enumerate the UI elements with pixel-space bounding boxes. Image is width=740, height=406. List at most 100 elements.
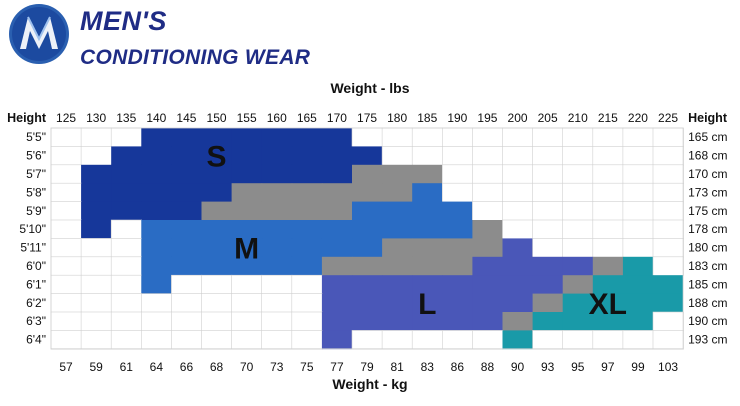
- size-cell: [321, 293, 353, 313]
- kg-tick-label: 93: [541, 360, 555, 372]
- empty-cell: [592, 164, 624, 184]
- empty-cell: [532, 164, 564, 184]
- empty-cell: [291, 311, 323, 332]
- lbs-tick-label: 160: [267, 111, 287, 125]
- size-cell: [382, 256, 413, 276]
- empty-cell: [80, 330, 112, 350]
- size-cell: [321, 256, 353, 276]
- kg-tick-label: 81: [390, 360, 404, 372]
- size-cell: [141, 256, 172, 276]
- empty-cell: [502, 164, 534, 184]
- size-cell: [502, 293, 533, 313]
- size-cell: [653, 275, 684, 294]
- size-cell: [261, 238, 293, 258]
- empty-cell: [231, 311, 263, 332]
- height-ft-label: 5'9": [26, 204, 46, 218]
- size-cell: [171, 256, 202, 276]
- empty-cell: [381, 127, 413, 148]
- empty-cell: [592, 146, 624, 166]
- size-cell: [472, 256, 503, 276]
- empty-cell: [652, 238, 684, 258]
- empty-cell: [351, 330, 383, 350]
- size-cell: [442, 238, 473, 258]
- size-cell: [261, 201, 293, 221]
- size-cell: [141, 128, 172, 147]
- size-zone-label-m: M: [234, 233, 259, 266]
- size-cell: [231, 256, 263, 276]
- height-ft-label: 5'8": [26, 185, 46, 199]
- kg-tick-label: 57: [59, 360, 73, 372]
- empty-cell: [532, 219, 564, 240]
- empty-cell: [472, 164, 504, 184]
- lbs-tick-label: 225: [658, 111, 678, 125]
- size-cell: [231, 201, 263, 221]
- lbs-tick-label: 145: [176, 111, 196, 125]
- size-cell: [261, 164, 293, 184]
- size-cell: [502, 312, 533, 331]
- height-ft-label: 5'7": [26, 167, 46, 181]
- empty-cell: [80, 256, 112, 276]
- size-cell: [111, 164, 142, 184]
- size-cell: [111, 183, 142, 202]
- size-cell: [141, 220, 172, 239]
- size-cell: [141, 146, 172, 166]
- size-cell: [352, 293, 383, 313]
- empty-cell: [592, 127, 624, 148]
- empty-cell: [502, 219, 534, 240]
- empty-cell: [652, 311, 684, 332]
- size-cell: [562, 293, 594, 313]
- size-cell: [352, 164, 383, 184]
- size-cell: [321, 201, 353, 221]
- size-cell: [81, 183, 112, 202]
- empty-cell: [622, 330, 654, 350]
- kg-tick-label: 66: [180, 360, 194, 372]
- size-cell: [201, 238, 232, 258]
- kg-tick-label: 99: [631, 360, 645, 372]
- empty-cell: [502, 201, 534, 221]
- empty-cell: [441, 146, 474, 166]
- size-cell: [231, 164, 263, 184]
- empty-cell: [261, 293, 293, 313]
- empty-cell: [80, 127, 112, 148]
- size-cell: [352, 183, 383, 202]
- size-cell: [502, 256, 533, 276]
- lbs-tick-label: 205: [538, 111, 558, 125]
- height-cm-label: 170 cm: [688, 167, 727, 181]
- empty-cell: [110, 293, 142, 313]
- size-cell: [472, 220, 503, 239]
- empty-cell: [592, 201, 624, 221]
- weight-kg-axis-title: Weight - kg: [332, 376, 408, 392]
- size-cell: [291, 238, 323, 258]
- size-cell: [622, 293, 654, 313]
- empty-cell: [171, 311, 203, 332]
- size-cell: [532, 293, 564, 313]
- size-cell: [382, 183, 413, 202]
- empty-cell: [110, 311, 142, 332]
- size-cell: [592, 256, 624, 276]
- size-cell: [382, 238, 413, 258]
- empty-cell: [622, 127, 654, 148]
- size-cell: [382, 164, 413, 184]
- empty-cell: [50, 146, 82, 166]
- size-cell: [201, 256, 232, 276]
- lbs-tick-label: 180: [387, 111, 407, 125]
- empty-cell: [110, 238, 142, 258]
- brand-subtitle: CONDITIONING WEAR: [80, 46, 311, 69]
- empty-cell: [562, 219, 594, 240]
- empty-cell: [50, 330, 82, 350]
- lbs-tick-label: 215: [598, 111, 618, 125]
- size-cell: [261, 146, 293, 166]
- empty-cell: [50, 256, 82, 276]
- empty-cell: [472, 330, 504, 350]
- size-cell: [261, 220, 293, 239]
- empty-cell: [652, 127, 684, 148]
- kg-tick-label: 97: [601, 360, 615, 372]
- empty-cell: [291, 274, 323, 295]
- empty-cell: [441, 330, 474, 350]
- size-cell: [81, 164, 112, 184]
- empty-cell: [652, 219, 684, 240]
- size-cell: [412, 238, 443, 258]
- size-cell: [171, 183, 202, 202]
- empty-cell: [381, 330, 413, 350]
- size-cell: [352, 146, 383, 166]
